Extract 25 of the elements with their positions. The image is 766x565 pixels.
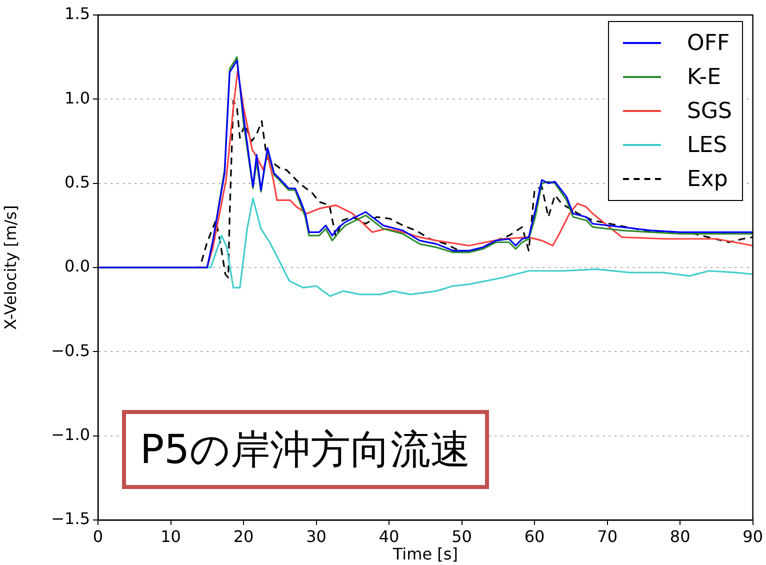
legend-label: SGS bbox=[687, 98, 732, 124]
y-tick-label: −1.0 bbox=[51, 424, 90, 444]
y-axis-title: X-Velocity [m/s] bbox=[0, 205, 20, 330]
x-tick-label: 90 bbox=[742, 526, 763, 546]
x-tick-label: 80 bbox=[670, 526, 690, 546]
x-tick-label: 20 bbox=[233, 526, 254, 546]
x-tick-label: 40 bbox=[378, 526, 400, 546]
y-tick-label: 0.5 bbox=[64, 172, 90, 192]
y-tick-label: 1.0 bbox=[64, 88, 90, 108]
legend-label: OFF bbox=[687, 30, 730, 56]
annotation: P5の岸沖方向流速 bbox=[122, 410, 489, 489]
y-tick-label: −0.5 bbox=[51, 340, 90, 360]
x-tick-label: 10 bbox=[160, 526, 181, 546]
x-tick-label: 60 bbox=[524, 526, 545, 546]
legend-label: K-E bbox=[687, 64, 721, 90]
x-tick-label: 70 bbox=[597, 526, 618, 546]
legend-label: LES bbox=[687, 132, 728, 158]
x-tick-label: 0 bbox=[92, 526, 104, 546]
y-tick-label: 0.0 bbox=[64, 256, 90, 276]
y-tick-label: 1.5 bbox=[64, 4, 90, 24]
y-tick-label: −1.5 bbox=[51, 509, 90, 528]
x-tick-label: 50 bbox=[452, 526, 472, 546]
legend-label: Exp bbox=[687, 166, 728, 192]
x-tick-label: 30 bbox=[306, 526, 326, 546]
x-axis-title: Time [s] bbox=[392, 544, 458, 564]
